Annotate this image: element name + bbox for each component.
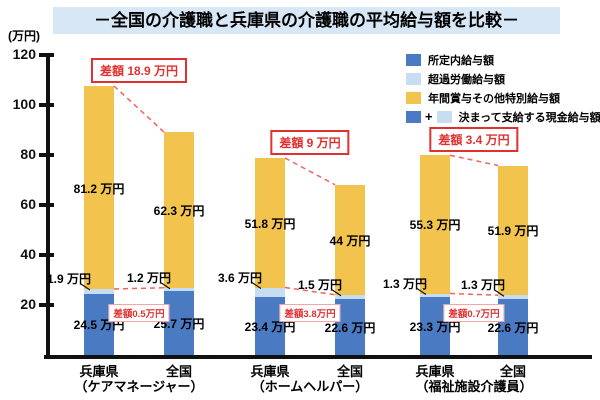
diff-label-bottom-g2: 差額3.8万円 <box>279 304 341 322</box>
segment-annual-bonus-g2-hyogo <box>255 158 285 288</box>
diff-label-top-g1: 差額 18.9 万円 <box>90 58 188 83</box>
x-label-region-g1-hyogo: 兵庫県 <box>79 364 119 379</box>
diff-label-top-g3: 差額 3.4 万円 <box>429 127 519 153</box>
diff-dashed-line-bottom-g3 <box>449 292 499 296</box>
segment-overtime-pay-g3-national <box>498 295 528 299</box>
legend: 所定内給与額 超過労働給与額年間賞与その他特別給与額 + 決まって支給する現金給与額 <box>406 50 600 126</box>
legend-item-3: 年間賞与その他特別給与額 <box>406 88 600 107</box>
overtime-value-label-g3-hyogo: 1.3 万円 <box>382 276 427 291</box>
y-tick-label: 20 <box>20 296 36 312</box>
segment-annual-bonus-g3-national <box>498 165 528 296</box>
diff-dashed-line-top-g1 <box>113 85 165 133</box>
y-tick <box>39 103 54 107</box>
overtime-value-label-g2-national: 1.5 万円 <box>297 277 342 292</box>
legend-swatch-light-blue <box>406 72 421 85</box>
base-value-label-g2-national: 22.6 万円 <box>324 320 376 335</box>
y-tick <box>39 253 54 257</box>
x-label-region-g2-national: 全国 <box>336 364 363 379</box>
segment-annual-bonus-g1-national <box>164 132 194 288</box>
y-tick <box>39 303 54 307</box>
legend-item-2: 超過労働給与額 <box>406 69 600 88</box>
diff-dashed-line-top-g2 <box>284 157 336 186</box>
bonus-value-label-g1-national: 62.3 万円 <box>153 203 205 218</box>
bonus-value-label-g3-national: 51.9 万円 <box>487 224 539 239</box>
bonus-value-label-g2-national: 44 万円 <box>329 233 371 248</box>
diff-label-bottom-g3: 差額0.7万円 <box>443 304 505 322</box>
segment-base-salary-g1-national <box>164 290 194 355</box>
overtime-value-label-g1-national: 1.2 万円 <box>126 270 171 285</box>
legend-item-4: + 決まって支給する現金給与額 <box>406 107 600 126</box>
legend-label: 所定内給与額 <box>428 54 494 67</box>
diff-dashed-line-bottom-g1 <box>113 287 165 290</box>
x-label-occupation-g2: （ホームヘルパー） <box>251 379 369 394</box>
segment-annual-bonus-g2-national <box>335 184 365 295</box>
leader-line-g3-national <box>494 289 505 297</box>
y-tick <box>39 203 54 207</box>
legend-label: 決まって支給する現金給与額 <box>458 111 600 124</box>
legend-label: 超過労働給与額 <box>428 73 505 86</box>
y-tick-label: 100 <box>12 96 36 112</box>
leader-line-g2-hyogo <box>251 282 262 289</box>
chart-title: －全国の介護職と兵庫県の介護職の平均給与額を比較－ <box>53 7 560 34</box>
base-value-label-g3-national: 22.6 万円 <box>487 320 539 335</box>
overtime-value-label-g3-national: 1.3 万円 <box>460 278 505 293</box>
diff-label-top-g2: 差額 9 万円 <box>270 130 350 155</box>
segment-overtime-pay-g2-hyogo <box>255 287 285 297</box>
base-value-label-g2-hyogo: 23.4 万円 <box>244 319 296 334</box>
legend-swatch-yellow <box>406 91 421 104</box>
legend-swatch-blue <box>406 110 421 123</box>
overtime-value-label-g2-hyogo: 3.6 万円 <box>217 270 262 285</box>
y-tick <box>39 53 54 57</box>
segment-base-salary-g1-hyogo <box>84 293 114 355</box>
base-value-label-g3-hyogo: 23.3 万円 <box>409 319 461 334</box>
overtime-value-label-g1-hyogo: 1.9 万円 <box>46 272 91 286</box>
legend-swatch-light-blue <box>436 110 452 123</box>
leader-line-g1-hyogo <box>80 283 91 291</box>
legend-item-1: 所定内給与額 <box>406 50 600 69</box>
bonus-value-label-g1-hyogo: 81.2 万円 <box>73 181 125 196</box>
segment-annual-bonus-g1-hyogo <box>84 86 114 289</box>
diff-dashed-line-top-g3 <box>449 154 499 167</box>
y-tick-label: 80 <box>20 146 36 162</box>
diff-label-bottom-g1: 差額0.5万円 <box>108 304 170 322</box>
segment-annual-bonus-g3-hyogo <box>420 155 450 294</box>
leader-line-g2-national <box>331 289 342 297</box>
legend-swatch-blue <box>406 53 421 66</box>
x-label-region-g3-hyogo: 兵庫県 <box>415 364 455 379</box>
y-tick-label: 120 <box>12 46 36 62</box>
segment-overtime-pay-g1-national <box>164 287 194 291</box>
plus-sign: + <box>425 109 433 124</box>
x-axis-line <box>44 355 592 359</box>
bonus-value-label-g2-hyogo: 51.8 万円 <box>244 216 296 231</box>
legend-label: 年間賞与その他特別給与額 <box>428 92 560 105</box>
segment-overtime-pay-g1-hyogo <box>84 289 114 294</box>
bonus-value-label-g3-hyogo: 55.3 万円 <box>409 218 461 233</box>
leader-line-g1-national <box>160 282 171 290</box>
x-label-region-g1-national: 全国 <box>165 364 192 379</box>
y-tick <box>39 153 54 157</box>
segment-overtime-pay-g2-national <box>335 294 365 299</box>
x-label-region-g2-hyogo: 兵庫県 <box>250 364 290 379</box>
x-label-occupation-g3: （福祉施設介護員） <box>415 379 533 394</box>
x-label-occupation-g1: （ケアマネージャー） <box>74 379 204 394</box>
y-tick-label: 40 <box>20 246 36 262</box>
x-label-region-g3-national: 全国 <box>499 364 526 379</box>
leader-line-g3-hyogo <box>416 288 427 295</box>
y-tick-label: 60 <box>20 196 36 212</box>
segment-overtime-pay-g3-hyogo <box>420 293 450 297</box>
y-axis-unit-label: (万円) <box>8 29 40 43</box>
